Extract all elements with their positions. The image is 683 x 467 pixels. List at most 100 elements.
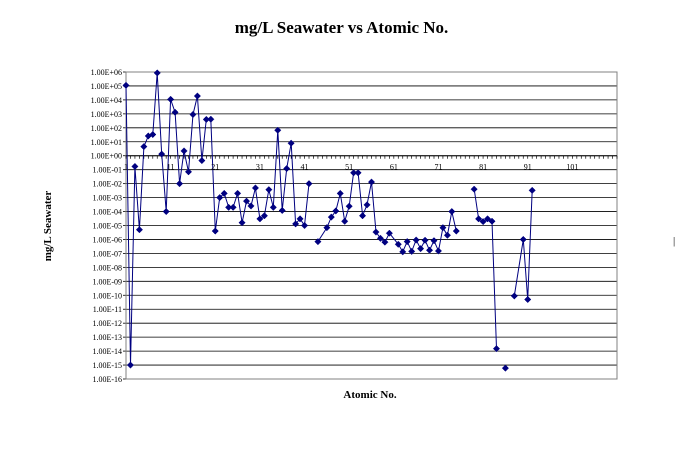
axes <box>123 71 618 380</box>
data-point <box>251 184 259 192</box>
data-point <box>207 115 215 123</box>
data-point <box>359 212 367 220</box>
data-point <box>305 180 313 188</box>
data-point <box>283 165 291 173</box>
x-tick-label: 21 <box>211 163 219 172</box>
data-point <box>394 240 402 248</box>
data-point <box>510 292 518 300</box>
y-tick-label: 1.00E-02 <box>92 180 122 189</box>
plot-frame <box>125 71 618 380</box>
x-tick-label: 71 <box>434 163 442 172</box>
x-tick-label: 1 <box>124 163 128 172</box>
data-point <box>336 189 344 197</box>
data-point <box>162 207 170 216</box>
data-point <box>260 212 268 220</box>
y-tick-label: 1.00E-05 <box>92 222 122 231</box>
data-point <box>367 178 376 186</box>
y-tick-label: 1.00E-10 <box>92 291 122 300</box>
y-tick-label: 1.00E+05 <box>91 82 122 91</box>
data-point <box>363 201 371 209</box>
data-point <box>287 139 295 147</box>
y-tick-label: 1.00E-07 <box>92 249 122 258</box>
x-tick-label: 81 <box>479 163 487 172</box>
y-tick-label: 1.00E-12 <box>92 319 122 328</box>
data-point <box>180 147 188 155</box>
grid-lines <box>126 71 617 380</box>
y-tick-label: 1.00E-13 <box>92 333 122 342</box>
data-point <box>198 157 206 165</box>
data-point <box>176 180 184 188</box>
data-points <box>122 69 536 372</box>
x-tick-label: 11 <box>167 163 175 172</box>
x-tick-labels: 1 11 21 31 41 51 61 71 81 91 101 <box>124 163 578 172</box>
series-line <box>473 189 497 349</box>
y-tick-label: 1.00E-06 <box>92 235 122 244</box>
data-point <box>292 220 300 228</box>
data-point <box>140 143 148 151</box>
data-point <box>300 221 309 230</box>
data-point <box>135 226 143 234</box>
y-axis-label: mg/L Seawater <box>42 190 54 262</box>
data-point <box>234 189 242 197</box>
data-point <box>274 126 282 134</box>
y-tick-label: 1.00E+04 <box>91 96 122 105</box>
y-tick-label: 1.00E+02 <box>91 124 122 133</box>
data-point <box>158 150 166 158</box>
x-tick-label: 101 <box>566 163 578 172</box>
y-tick-label: 1.00E+00 <box>91 152 122 161</box>
y-tick-label: 1.00E+01 <box>91 138 122 147</box>
data-point <box>256 215 264 223</box>
data-point <box>479 218 487 226</box>
data-point <box>265 186 273 194</box>
y-tick-label: 1.00E-08 <box>92 263 122 272</box>
data-point <box>354 169 362 177</box>
data-point <box>488 217 496 225</box>
data-point <box>399 248 407 256</box>
data-point <box>211 227 219 235</box>
data-point <box>381 238 389 246</box>
data-point <box>475 215 483 223</box>
series-lines <box>125 72 533 366</box>
data-point <box>443 231 451 239</box>
data-point <box>247 202 255 210</box>
data-point <box>408 247 416 255</box>
data-point <box>126 361 135 369</box>
data-point <box>149 130 157 139</box>
data-point <box>269 203 277 211</box>
x-axis-label: Atomic No. <box>343 389 397 401</box>
data-point <box>484 215 492 223</box>
y-tick-label: 1.00E-01 <box>92 166 122 175</box>
data-point <box>171 108 179 116</box>
data-point <box>341 217 349 225</box>
data-point <box>470 185 478 193</box>
data-point <box>193 92 201 100</box>
y-tick-label: 1.00E-16 <box>92 375 122 384</box>
data-point <box>278 206 286 214</box>
y-tick-label: 1.00E-04 <box>92 208 122 217</box>
data-point <box>448 207 456 216</box>
y-tick-label: 1.00E-14 <box>92 347 122 356</box>
series-line <box>125 72 310 366</box>
y-tick-label: 1.00E+03 <box>91 110 122 119</box>
data-point <box>184 168 193 176</box>
data-point <box>376 234 384 242</box>
data-point <box>229 203 237 211</box>
y-tick-label: 1.00E+06 <box>91 68 122 77</box>
data-point <box>385 229 393 237</box>
data-point <box>528 186 536 194</box>
x-tick-label: 61 <box>390 163 398 172</box>
y-tick-label: 1.00E-15 <box>92 361 122 370</box>
data-point <box>327 213 335 221</box>
data-point <box>425 246 434 254</box>
stray-mark: | <box>673 235 676 247</box>
y-tick-labels: 1.00E+06 1.00E+05 1.00E+04 1.00E+03 1.00E+02… <box>91 68 122 384</box>
y-tick-label: 1.00E-11 <box>93 305 122 314</box>
data-point <box>296 215 304 223</box>
series-line <box>513 190 533 300</box>
data-point <box>153 69 161 77</box>
data-point <box>332 207 340 215</box>
data-point <box>412 236 420 244</box>
data-point <box>434 247 443 255</box>
data-point <box>421 236 429 244</box>
